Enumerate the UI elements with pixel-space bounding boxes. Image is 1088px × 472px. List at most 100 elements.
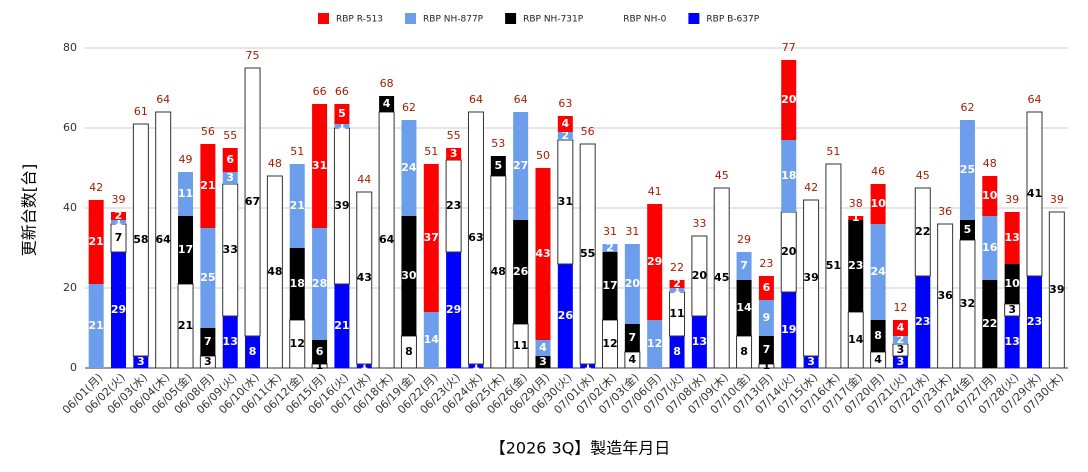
bar-segment [289,164,305,248]
total-label: 55 [447,129,461,142]
segment-label: 6 [316,345,324,358]
segment-label: 3 [450,147,458,160]
bar-segment [848,216,864,220]
total-label: 29 [737,233,751,246]
segment-label: 23 [446,199,461,212]
bar-segment [334,124,350,128]
bar-segment [669,336,685,368]
segment-label: 41 [1027,187,1042,200]
total-label: 77 [782,41,796,54]
bar-segment [289,248,305,320]
segment-label: 11 [178,187,193,200]
segment-label: 37 [424,231,439,244]
x-axis-label: 【2026 3Q】製造年月日 [490,439,671,458]
bar-segment [959,220,975,240]
bar-segment [892,320,908,336]
segment-label: 10 [1004,277,1020,290]
segment-label: 11 [669,307,684,320]
segment-label: 4 [383,97,391,110]
total-label: 62 [960,101,974,114]
segment-label: 7 [115,231,123,244]
segment-label: 23 [915,315,930,328]
bar-segment [624,324,640,352]
total-label: 44 [357,173,371,186]
segment-label: 2 [673,277,681,290]
segment-label: 20 [692,269,708,282]
bar-segment [669,288,685,292]
bar-segment [111,252,127,368]
bar-segment [446,148,462,160]
bar-segment [401,216,417,336]
bar-segment [1004,212,1020,264]
bar-segment [490,156,506,176]
segment-label: 29 [647,255,662,268]
segment-label: 27 [513,159,528,172]
bar-segment [222,316,238,368]
segment-label: 20 [781,93,797,106]
segment-label: 18 [290,277,305,290]
total-label: 61 [134,105,148,118]
bar-segment [870,184,886,224]
segment-label: 3 [897,355,905,368]
total-label: 38 [849,197,863,210]
bar-segment [535,356,551,368]
bar-segment [1026,276,1042,368]
bar-segment [803,356,819,368]
segment-label: 39 [1049,283,1064,296]
bar-segment [848,220,864,312]
total-label: 64 [1027,93,1041,106]
legend-label: RBP R-513 [336,15,383,25]
bar-segment [736,252,752,280]
y-tick-label: 0 [70,361,77,374]
segment-label: 3 [807,355,815,368]
total-label: 48 [268,157,282,170]
bar-segment [870,224,886,320]
segment-label: 21 [334,319,349,332]
total-label: 39 [1005,193,1019,206]
segment-label: 1 [360,359,368,372]
total-label: 56 [581,125,595,138]
segment-label: 67 [245,195,260,208]
bar-segment [959,120,975,220]
total-label: 64 [469,93,483,106]
legend-label: RBP B-637P [706,15,759,25]
total-label: 50 [536,149,550,162]
total-label: 66 [335,85,349,98]
segment-label: 17 [602,279,617,292]
bar-segment [982,176,998,216]
segment-label: 28 [312,277,327,290]
total-label: 41 [648,185,662,198]
segment-label: 14 [736,301,752,314]
legend-swatch [688,13,700,24]
bar-segment [557,264,573,368]
bar-segment [825,163,842,369]
total-label: 31 [625,225,639,238]
segment-label: 55 [580,247,595,260]
legend-swatch [605,13,617,24]
segment-label: 22 [915,225,930,238]
segment-label: 1 [763,359,771,372]
bar-segment [669,280,685,288]
segment-label: 21 [178,319,193,332]
total-label: 42 [89,181,103,194]
segment-label: 1 [115,215,123,228]
segment-label: 29 [446,303,461,316]
bar-segment [647,204,663,320]
total-label: 33 [692,217,706,230]
bar-segment [334,104,350,124]
bar-segment [356,191,373,365]
bar-segment [736,280,752,336]
bar-segment [781,292,797,368]
segment-label: 58 [133,233,148,246]
bar-segment [401,120,417,216]
bar-segment [781,140,797,212]
segment-label: 3 [1008,303,1016,316]
bar-segment [758,336,774,364]
bar-segment [155,111,172,369]
segment-label: 23 [848,259,863,272]
y-tick-label: 60 [63,121,77,134]
bar-segment [178,172,194,216]
segment-label: 45 [714,271,729,284]
segment-label: 25 [960,163,975,176]
